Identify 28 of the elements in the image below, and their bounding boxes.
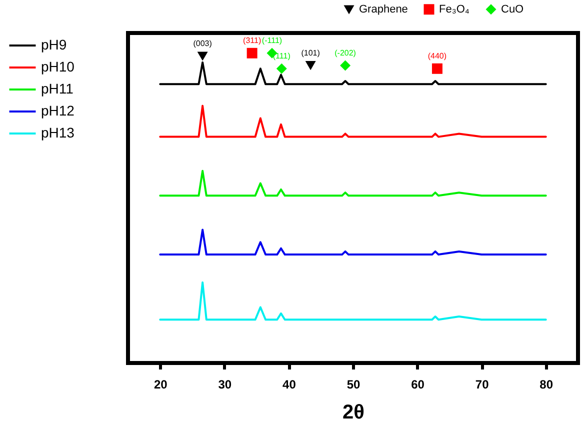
x-axis-title: 2θ — [342, 402, 364, 424]
point — [276, 63, 287, 74]
x-tick-label: 40 — [282, 378, 296, 392]
legend-label: Graphene — [359, 4, 408, 16]
annotation: (311) — [243, 36, 262, 46]
point — [432, 63, 442, 74]
point — [305, 60, 316, 70]
annotation: (440) — [428, 52, 447, 61]
legend-label: pH13 — [41, 124, 75, 140]
x-tick-label: 30 — [218, 378, 232, 392]
point — [197, 52, 208, 61]
point — [340, 60, 351, 71]
x-tick-label: 50 — [346, 378, 360, 392]
annotation: (003) — [193, 39, 212, 48]
x-tick-label: 60 — [411, 378, 425, 392]
legend-label: Fe₃O₄ — [439, 3, 470, 16]
legend-label: pH10 — [41, 58, 75, 74]
annotation: (-111) — [262, 36, 282, 46]
point — [246, 48, 258, 58]
legend-label: CuO — [501, 3, 524, 16]
x-tick-label: 20 — [154, 378, 168, 392]
legend-label: pH9 — [41, 36, 67, 52]
legend-label: pH11 — [41, 80, 74, 96]
annotation: (101) — [301, 48, 320, 58]
legend-label: pH12 — [41, 102, 75, 118]
annotation: (-202) — [334, 48, 356, 58]
x-tick-label: 70 — [475, 378, 490, 392]
x-tick-label: 80 — [540, 378, 554, 392]
